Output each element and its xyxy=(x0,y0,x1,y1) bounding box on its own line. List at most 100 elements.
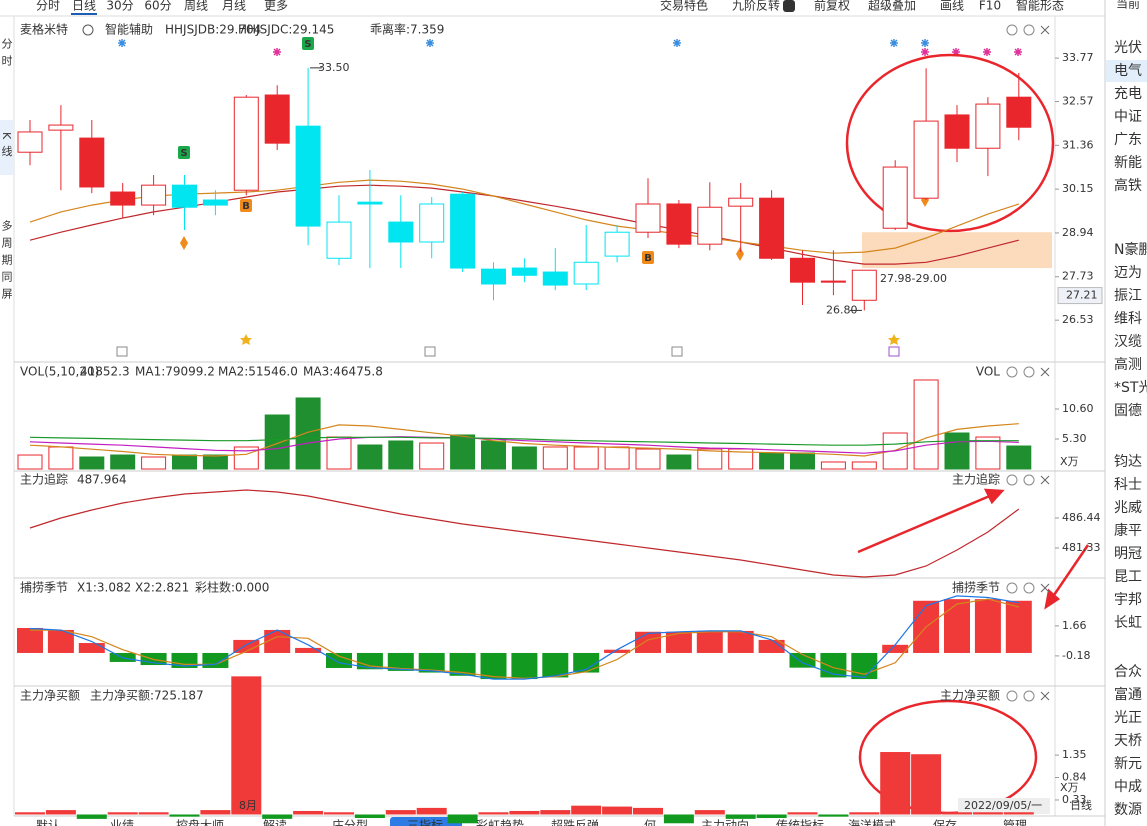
watchlist-item[interactable]: 明冠 xyxy=(1114,546,1142,562)
y-tick-label: 0.84 xyxy=(1062,771,1087,784)
panel-icon[interactable] xyxy=(1023,582,1035,594)
close-icon[interactable] xyxy=(1040,691,1050,701)
watchlist-item[interactable]: 钧达 xyxy=(1114,454,1142,470)
watchlist-item[interactable]: 兆威 xyxy=(1114,500,1142,516)
bottom-tab[interactable]: 管理 xyxy=(1003,818,1027,826)
candle-body xyxy=(48,124,74,131)
panel-icon[interactable] xyxy=(1006,582,1018,594)
toolbar-tool[interactable]: F10 xyxy=(979,0,1001,13)
toolbar-tool[interactable]: 超级叠加 xyxy=(868,0,916,13)
netbuy-bar xyxy=(942,812,972,815)
bottom-tab[interactable]: 何 xyxy=(644,819,656,826)
period-tab[interactable]: 30分 xyxy=(106,0,133,13)
bottom-tab[interactable]: 庄分型 xyxy=(332,818,368,826)
toolbar-tool[interactable]: 画线 xyxy=(940,0,964,13)
panel-icon[interactable] xyxy=(1006,474,1018,486)
bottom-tab[interactable]: 传统指标 xyxy=(776,818,824,826)
bottom-tab[interactable]: 三指标 xyxy=(407,818,443,826)
bottom-tab[interactable]: 控盘大师 xyxy=(176,818,224,826)
netbuy-bar xyxy=(45,810,76,815)
watchlist-item[interactable]: 汉缆 xyxy=(1114,334,1142,350)
watchlist-item[interactable]: 长虹 xyxy=(1114,615,1142,631)
watchlist-item[interactable]: 天桥 xyxy=(1114,733,1142,749)
sidebar-tab[interactable]: 分时 xyxy=(0,38,13,72)
panel-icon[interactable] xyxy=(1023,474,1035,486)
watchlist-item[interactable]: 光正 xyxy=(1114,710,1142,726)
watchlist-item[interactable]: 电气 xyxy=(1114,63,1142,79)
toolbar-tool[interactable]: 九阶反转 xyxy=(732,0,780,13)
period-tab[interactable]: 月线 xyxy=(222,0,246,13)
watchlist-item[interactable]: 维科 xyxy=(1114,311,1142,327)
watchlist-item[interactable]: 富通 xyxy=(1114,686,1142,703)
period-tab[interactable]: 日线 xyxy=(72,0,96,13)
volume-bar xyxy=(17,454,43,470)
candle-body xyxy=(295,125,321,227)
netbuy-bar xyxy=(293,810,324,815)
watchlist-item[interactable]: 迈为 xyxy=(1114,265,1142,281)
sidebar-tab[interactable]: K线 xyxy=(0,132,13,162)
watchlist-item[interactable]: 宇邦 xyxy=(1114,592,1142,608)
close-icon[interactable] xyxy=(1040,25,1050,35)
bottom-tab[interactable]: 主力动向 xyxy=(701,818,749,826)
y-tick-label: 33.77 xyxy=(1062,51,1094,64)
season-bar xyxy=(418,652,445,673)
bottom-tab[interactable]: 保存 xyxy=(933,819,957,826)
candle-body xyxy=(851,269,877,301)
y-tick-label: 486.44 xyxy=(1062,511,1101,524)
period-tab[interactable]: 周线 xyxy=(184,0,208,13)
volume-ma xyxy=(29,436,1019,454)
toolbar-tool[interactable]: 前复权 xyxy=(814,0,850,13)
watchlist-item[interactable]: 高测 xyxy=(1114,356,1142,373)
volume-bar xyxy=(851,461,877,470)
watchlist-item[interactable]: *ST光 xyxy=(1114,380,1147,396)
panel-icon[interactable] xyxy=(1023,690,1035,702)
watchlist-item[interactable]: 新元 xyxy=(1114,756,1142,772)
netbuy-bar xyxy=(911,754,942,815)
watchlist-item[interactable]: 数源 xyxy=(1114,802,1142,818)
watchlist-item[interactable]: 科士 xyxy=(1114,477,1142,493)
period-tab[interactable]: 更多 xyxy=(264,0,288,13)
panel-icon[interactable] xyxy=(1006,690,1018,702)
panel-icon[interactable] xyxy=(1023,24,1035,36)
watchlist-item[interactable]: 高铁 xyxy=(1114,177,1142,194)
watchlist-item[interactable]: 康平 xyxy=(1114,522,1142,539)
watchlist-item[interactable]: 光伏 xyxy=(1114,40,1142,56)
sidebar-tab[interactable]: 多周期同屏 xyxy=(0,219,13,305)
toolbar-tool[interactable]: 智能形态 xyxy=(1016,0,1064,13)
period-tab[interactable]: 分时 xyxy=(36,0,60,13)
watchlist-item[interactable]: 振江 xyxy=(1114,288,1142,304)
dropdown-icon[interactable] xyxy=(82,24,94,36)
watchlist-item[interactable]: 昆工 xyxy=(1114,569,1142,585)
y-tick-label: 26.53 xyxy=(1062,313,1094,326)
bottom-tab[interactable]: 默认 xyxy=(36,818,60,826)
toolbar-tool[interactable]: 交易特色 xyxy=(660,0,708,13)
netbuy-bar xyxy=(540,810,571,815)
bottom-tab[interactable]: 业绩 xyxy=(110,819,134,826)
watchlist-item[interactable]: 新能 xyxy=(1114,155,1142,171)
watchlist-item[interactable]: 中证 xyxy=(1114,109,1142,125)
indicator-header: MA2:51546.0 xyxy=(218,365,298,379)
bottom-tab[interactable]: 海洋模式 xyxy=(848,818,896,826)
watchlist-item[interactable]: 中成 xyxy=(1114,779,1142,795)
panel-icon[interactable] xyxy=(1006,24,1018,36)
watchlist-item[interactable]: 充电 xyxy=(1114,86,1142,102)
watchlist-item[interactable]: 固德 xyxy=(1114,403,1142,419)
watchlist-item[interactable]: 广东 xyxy=(1114,132,1142,148)
watchlist-item[interactable]: 合众 xyxy=(1114,664,1142,680)
bottom-tab[interactable]: 解读 xyxy=(263,819,287,826)
event-icon xyxy=(116,346,128,357)
close-icon[interactable] xyxy=(1040,367,1050,377)
panel-icon[interactable] xyxy=(1023,366,1035,378)
period-tab[interactable]: 60分 xyxy=(144,0,171,13)
netbuy-bar xyxy=(15,812,45,815)
active-tab[interactable] xyxy=(390,817,462,826)
panel-icon[interactable] xyxy=(1006,366,1018,378)
candle-body xyxy=(882,166,908,229)
bottom-tab[interactable]: 超跌反弹 xyxy=(551,818,599,826)
bottom-tab[interactable]: 彩虹趋势 xyxy=(476,819,524,826)
watchlist-item[interactable]: N豪鹏 xyxy=(1114,242,1147,258)
netbuy-bar xyxy=(633,807,663,815)
close-icon[interactable] xyxy=(1040,583,1050,593)
volume-bar xyxy=(511,446,537,470)
close-icon[interactable] xyxy=(1040,475,1050,485)
